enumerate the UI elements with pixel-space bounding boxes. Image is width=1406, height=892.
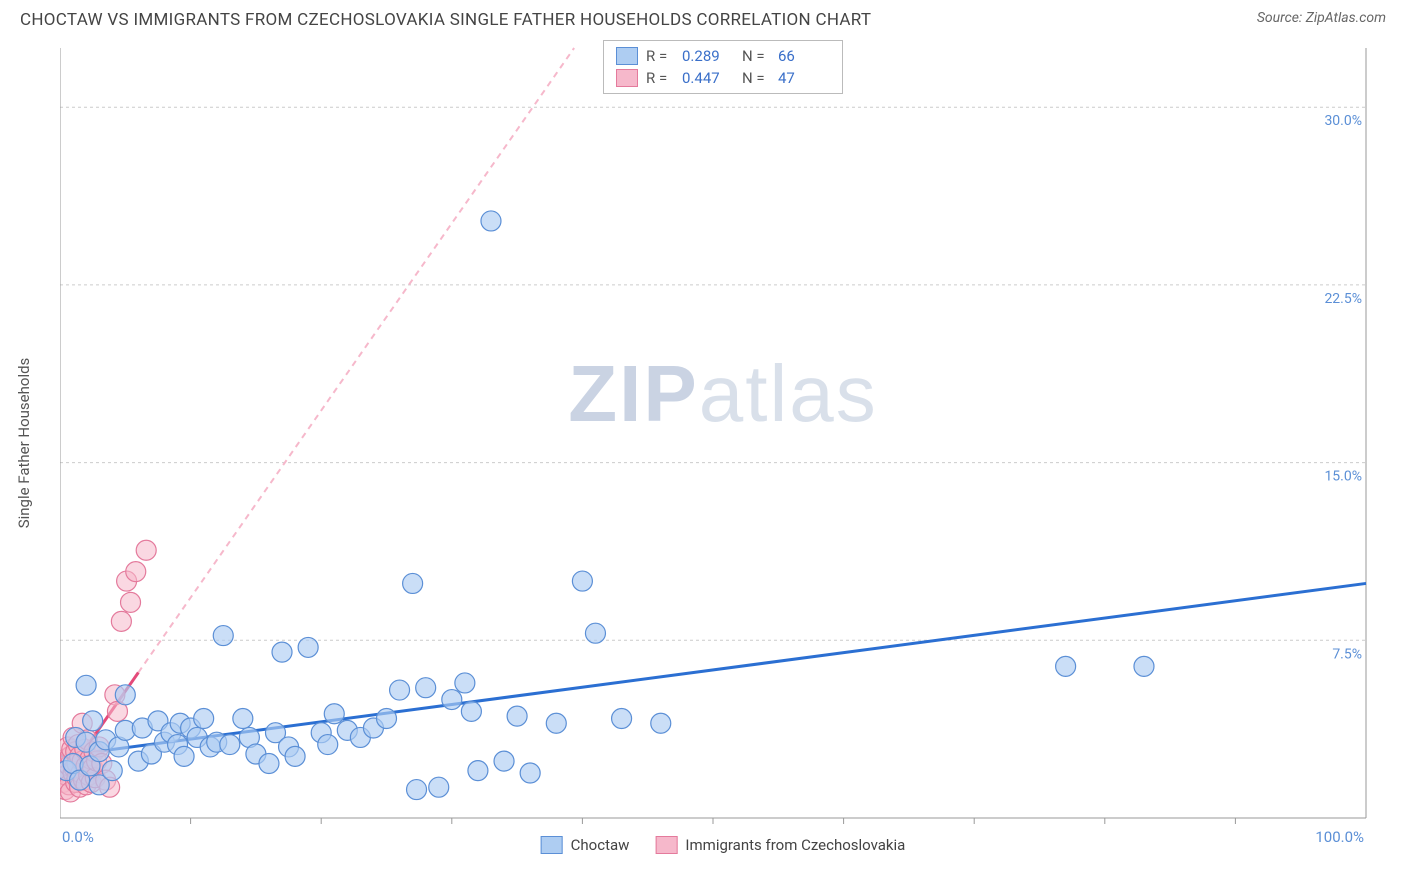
scatter-plot: 7.5% 15.0% 22.5% 30.0% 0.0% 100.0% <box>60 38 1386 848</box>
swatch-blue-icon <box>541 836 563 854</box>
r-value-blue: 0.289 <box>682 47 734 65</box>
legend-row-blue: R = 0.289 N = 66 <box>612 45 834 67</box>
svg-text:7.5%: 7.5% <box>1332 646 1362 662</box>
legend-label-czech: Immigrants from Czechoslovakia <box>685 836 905 854</box>
series-legend: Choctaw Immigrants from Czechoslovakia <box>541 836 906 854</box>
legend-item-choctaw: Choctaw <box>541 836 630 854</box>
y-axis-label: Single Father Households <box>15 358 33 529</box>
n-value-blue: 66 <box>778 47 830 65</box>
swatch-pink <box>616 69 638 87</box>
svg-text:15.0%: 15.0% <box>1324 469 1362 485</box>
chart-title: CHOCTAW VS IMMIGRANTS FROM CZECHOSLOVAKI… <box>20 10 871 30</box>
svg-text:100.0%: 100.0% <box>1315 828 1364 846</box>
chart-area: Single Father Households ZIPatlas 7.5%15… <box>60 38 1386 848</box>
svg-text:0.0%: 0.0% <box>62 828 94 846</box>
correlation-legend: R = 0.289 N = 66 R = 0.447 N = 47 <box>603 40 843 94</box>
r-value-pink: 0.447 <box>682 69 734 87</box>
title-bar: CHOCTAW VS IMMIGRANTS FROM CZECHOSLOVAKI… <box>0 0 1406 38</box>
source-label: Source: ZipAtlas.com <box>1257 10 1386 26</box>
n-value-pink: 47 <box>778 69 830 87</box>
legend-item-czech: Immigrants from Czechoslovakia <box>655 836 905 854</box>
swatch-pink-icon <box>655 836 677 854</box>
svg-text:30.0%: 30.0% <box>1324 113 1362 129</box>
swatch-blue <box>616 47 638 65</box>
legend-row-pink: R = 0.447 N = 47 <box>612 67 834 89</box>
svg-text:22.5%: 22.5% <box>1324 291 1362 307</box>
legend-label-choctaw: Choctaw <box>571 836 630 854</box>
